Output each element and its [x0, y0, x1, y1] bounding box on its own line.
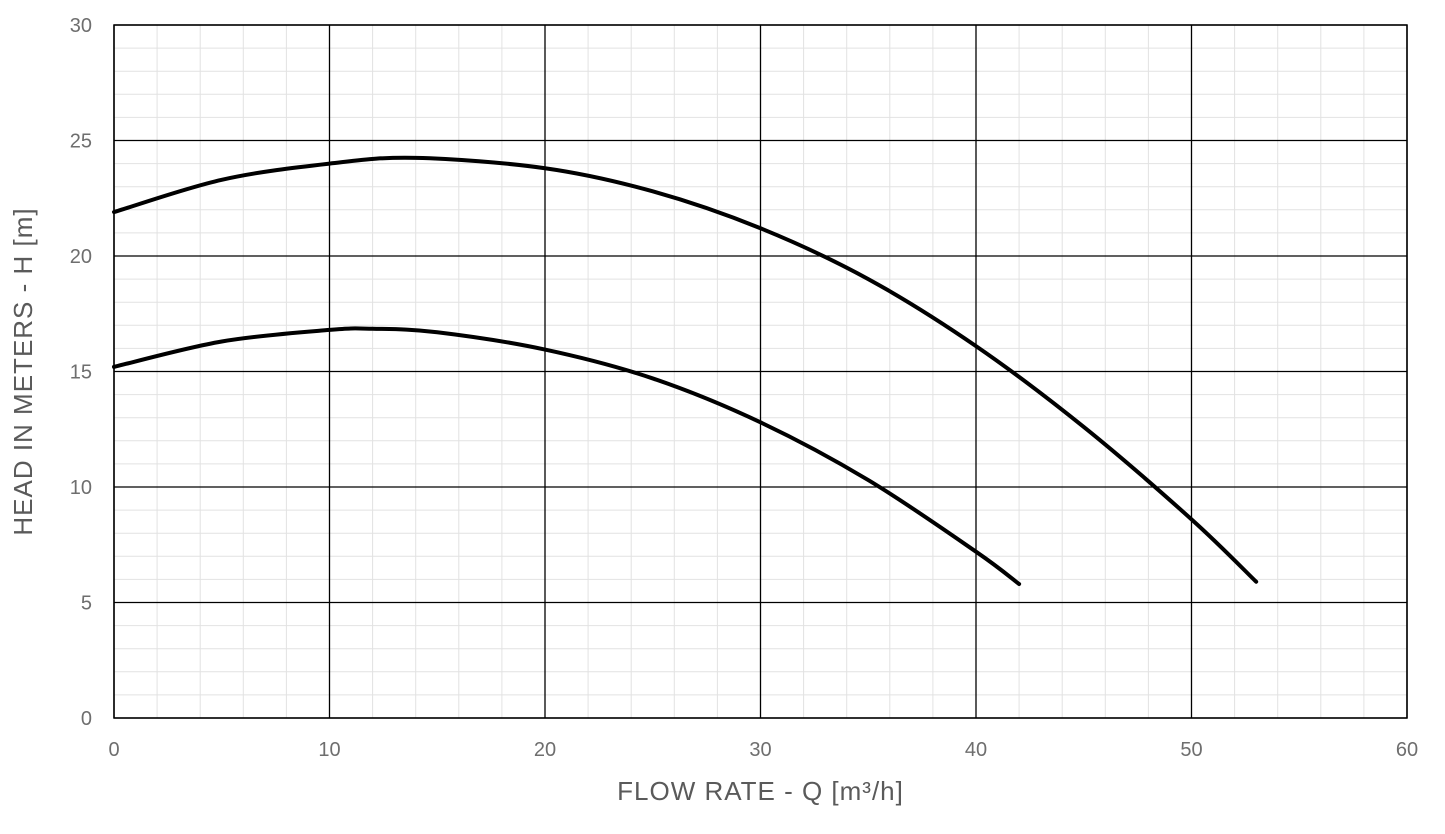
x-axis-title: FLOW RATE - Q [m³/h] — [617, 776, 904, 806]
y-tick-label: 10 — [70, 477, 92, 499]
y-tick-label: 15 — [70, 362, 92, 384]
x-tick-label: 30 — [749, 739, 771, 761]
y-tick-label: 5 — [81, 593, 92, 615]
y-axis-title: HEAD IN METERS - H [m] — [8, 207, 38, 535]
performance-curve-1 — [112, 155, 1259, 584]
y-tick-labels: 0 5 10 15 20 25 30 — [70, 15, 92, 730]
x-tick-label: 10 — [318, 739, 340, 761]
x-tick-label: 60 — [1396, 739, 1418, 761]
y-tick-label: 0 — [81, 708, 92, 730]
x-tick-label: 50 — [1180, 739, 1202, 761]
major-grid — [113, 24, 1408, 719]
y-tick-label: 25 — [70, 131, 92, 153]
x-tick-label: 0 — [108, 739, 119, 761]
plot-frame — [113, 24, 1408, 719]
y-tick-label: 30 — [70, 15, 92, 37]
performance-curves — [112, 155, 1259, 587]
x-tick-labels: 0 10 20 30 40 50 60 — [108, 739, 1418, 761]
y-tick-label: 20 — [70, 246, 92, 268]
x-tick-label: 20 — [534, 739, 556, 761]
performance-curve-2 — [112, 326, 1022, 587]
x-tick-label: 40 — [965, 739, 987, 761]
